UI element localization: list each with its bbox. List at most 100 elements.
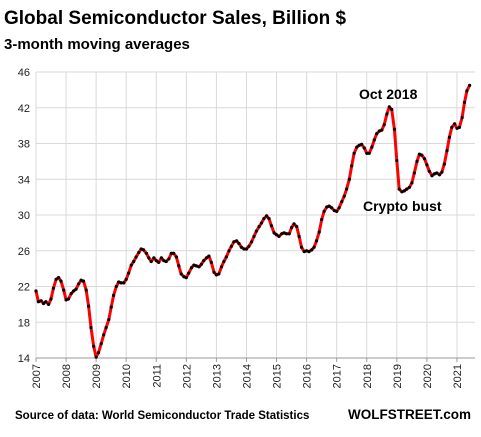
- data-point: [102, 333, 106, 337]
- data-point: [167, 257, 171, 261]
- data-point: [435, 171, 439, 175]
- data-point: [370, 145, 374, 149]
- data-point: [239, 245, 243, 249]
- data-point: [172, 251, 176, 255]
- data-point: [149, 259, 153, 264]
- data-point: [247, 244, 251, 248]
- x-tick-label: 2010: [121, 364, 133, 388]
- data-point: [350, 164, 354, 168]
- data-point: [290, 225, 294, 230]
- data-point: [254, 229, 258, 233]
- data-point: [104, 326, 108, 330]
- data-point: [405, 187, 409, 191]
- data-point: [81, 279, 86, 283]
- data-point: [417, 152, 421, 156]
- x-tick-label: 2007: [31, 364, 43, 388]
- data-point: [72, 289, 76, 293]
- data-point: [259, 221, 264, 225]
- data-point: [425, 163, 429, 167]
- data-point: [392, 127, 396, 131]
- data-point: [119, 281, 123, 285]
- data-point: [242, 247, 246, 251]
- data-point: [244, 247, 249, 251]
- data-point: [337, 206, 341, 210]
- data-point: [194, 264, 198, 268]
- data-point: [322, 209, 326, 213]
- data-point: [265, 214, 269, 218]
- data-point: [377, 129, 381, 133]
- data-point: [317, 230, 321, 234]
- data-point: [330, 206, 334, 210]
- data-point: [154, 259, 158, 263]
- data-point: [390, 107, 394, 112]
- data-point: [184, 276, 188, 280]
- data-point: [382, 123, 386, 127]
- data-point: [387, 105, 391, 109]
- data-point: [362, 146, 366, 150]
- data-point: [179, 272, 183, 276]
- data-point: [79, 278, 83, 282]
- data-point: [197, 265, 201, 269]
- data-point: [127, 271, 131, 275]
- data-point: [147, 256, 151, 260]
- data-point: [39, 299, 43, 303]
- data-point: [412, 171, 416, 175]
- data-point: [209, 260, 213, 264]
- data-point: [202, 259, 206, 263]
- data-point: [355, 145, 359, 149]
- data-point: [59, 279, 63, 283]
- data-point: [64, 298, 68, 302]
- data-point: [440, 170, 444, 174]
- data-point: [295, 225, 299, 229]
- chart-title: Global Semiconductor Sales, Billion $: [4, 8, 347, 29]
- data-point: [74, 287, 78, 291]
- data-point: [57, 276, 61, 280]
- data-point: [157, 260, 161, 264]
- data-point: [134, 255, 138, 259]
- x-tick-label: 2013: [211, 364, 223, 388]
- data-point: [132, 259, 136, 264]
- data-point: [224, 255, 228, 259]
- data-point: [222, 259, 226, 264]
- data-point: [437, 173, 442, 177]
- data-point: [335, 209, 339, 213]
- data-point: [77, 282, 81, 286]
- data-point: [66, 297, 71, 301]
- data-point: [107, 318, 111, 322]
- data-point: [455, 126, 459, 130]
- x-tick-label: 2012: [181, 364, 193, 388]
- y-tick-label: 34: [18, 174, 30, 186]
- data-point: [199, 262, 203, 266]
- data-point: [462, 100, 467, 104]
- data-point: [267, 217, 271, 221]
- x-tick-label: 2019: [392, 364, 404, 388]
- y-tick-label: 14: [18, 353, 30, 365]
- data-point: [99, 342, 103, 346]
- x-tick-label: 2009: [91, 364, 103, 388]
- y-tick-label: 22: [18, 282, 30, 294]
- data-point: [92, 344, 96, 348]
- data-point: [237, 242, 241, 246]
- y-tick-label: 42: [18, 103, 30, 115]
- data-point: [457, 125, 461, 129]
- data-point: [257, 225, 261, 229]
- annotation-crypto-bust: Crypto bust: [363, 198, 442, 214]
- data-point: [347, 177, 351, 181]
- data-point: [460, 116, 464, 120]
- x-tick-label: 2017: [332, 364, 344, 388]
- data-point: [122, 281, 126, 285]
- data-point: [385, 112, 389, 116]
- annotation-oct-2018: Oct 2018: [359, 86, 418, 102]
- data-point: [36, 300, 41, 304]
- x-tick-label: 2011: [151, 364, 163, 388]
- data-point: [187, 271, 191, 275]
- x-tick-label: 2016: [302, 364, 314, 388]
- data-point: [325, 205, 329, 209]
- data-point: [162, 259, 166, 263]
- data-point: [402, 189, 406, 193]
- x-tick-label: 2020: [422, 364, 434, 388]
- data-point: [96, 351, 101, 355]
- data-point: [212, 270, 216, 274]
- data-point: [410, 181, 414, 185]
- data-point: [272, 231, 276, 235]
